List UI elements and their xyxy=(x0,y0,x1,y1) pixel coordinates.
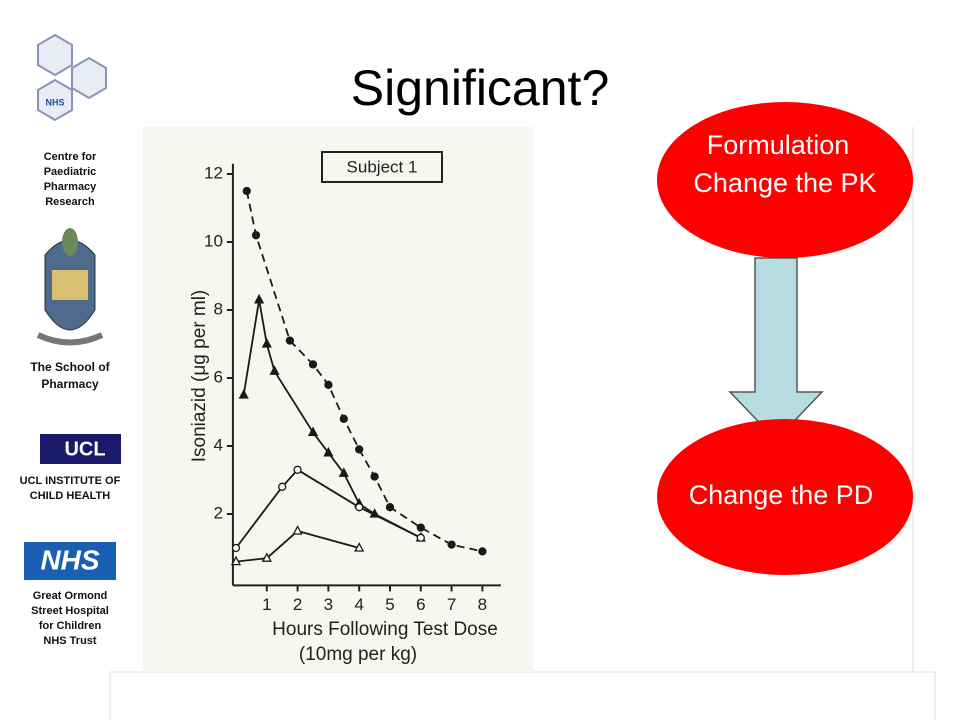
sidebar-label: CHILD HEALTH xyxy=(30,490,111,502)
ellipse-top xyxy=(657,102,913,258)
point xyxy=(308,360,318,369)
x-axis-label: (10mg per kg) xyxy=(299,644,417,665)
y-tick-label: 4 xyxy=(213,435,222,454)
slide-title: Significant? xyxy=(351,60,610,116)
sidebar-label: Paediatric xyxy=(44,166,97,178)
series-line xyxy=(235,530,360,563)
x-tick-label: 3 xyxy=(324,595,333,614)
ellipse-text: Change the PD xyxy=(689,480,874,510)
sidebar-label: Great Ormond xyxy=(33,590,108,602)
point xyxy=(338,467,349,477)
nhs-logo-text: NHS xyxy=(40,544,99,575)
sidebar-label: Research xyxy=(45,196,95,208)
sidebar-label: NHS Trust xyxy=(43,635,97,647)
point xyxy=(269,365,280,375)
x-tick-label: 8 xyxy=(478,595,487,614)
point xyxy=(254,293,265,304)
sidebar-label: for Children xyxy=(39,620,102,632)
ellipse-text: Change the PK xyxy=(693,168,876,198)
point xyxy=(278,482,287,491)
sidebar-label: The School of xyxy=(30,360,110,374)
x-tick-label: 5 xyxy=(385,595,394,614)
x-tick-label: 4 xyxy=(354,595,363,614)
ellipse-bottom xyxy=(657,419,913,575)
sidebar-label: Pharmacy xyxy=(41,377,99,391)
point xyxy=(355,445,364,454)
sidebar-label: Centre for xyxy=(44,151,97,163)
point xyxy=(354,542,365,552)
nhs-logo xyxy=(24,542,116,580)
point xyxy=(292,525,303,535)
sidebar-label: UCL INSTITUTE OF xyxy=(20,475,121,487)
figure-title-box xyxy=(321,151,443,183)
point xyxy=(238,389,249,399)
point xyxy=(307,426,319,437)
point xyxy=(385,503,395,512)
point xyxy=(251,231,261,240)
x-tick-label: 2 xyxy=(293,595,302,614)
x-axis-label: Hours Following Test Dose xyxy=(272,619,498,640)
y-tick-label: 6 xyxy=(213,367,222,386)
sidebar-label: Pharmacy xyxy=(44,181,97,193)
point xyxy=(355,503,364,512)
crest xyxy=(36,228,104,346)
arrow xyxy=(728,257,824,442)
point xyxy=(324,380,333,389)
y-tick-label: 8 xyxy=(213,299,222,318)
point xyxy=(416,523,425,532)
y-tick-label: 10 xyxy=(204,231,223,250)
point xyxy=(285,336,295,345)
x-tick-label: 1 xyxy=(262,595,271,614)
point xyxy=(261,552,272,562)
point xyxy=(242,186,251,196)
point xyxy=(370,472,379,481)
x-tick-label: 6 xyxy=(416,595,425,614)
y-tick-label: 2 xyxy=(213,503,222,522)
y-tick-label: 12 xyxy=(204,163,223,182)
sidebar-label: Street Hospital xyxy=(31,605,109,617)
ucl-logo xyxy=(40,434,121,464)
point xyxy=(323,446,334,457)
point xyxy=(231,543,241,553)
ucl-logo-text: UCL xyxy=(64,438,105,460)
point xyxy=(447,540,456,549)
logo-nhs-small: NHS xyxy=(45,97,64,107)
ellipse-text: Formulation xyxy=(707,130,850,160)
point xyxy=(478,547,487,556)
point xyxy=(230,555,242,566)
figure-title: Subject 1 xyxy=(347,157,418,176)
x-tick-label: 7 xyxy=(447,595,456,614)
y-axis-label: Isoniazid (μg per ml) xyxy=(189,290,210,463)
point xyxy=(416,533,425,542)
figure-background xyxy=(143,127,533,672)
point xyxy=(339,414,348,423)
point xyxy=(261,338,272,348)
series-line xyxy=(242,299,422,539)
series-line xyxy=(245,190,483,553)
point xyxy=(293,465,302,474)
hex-logo xyxy=(37,33,107,122)
